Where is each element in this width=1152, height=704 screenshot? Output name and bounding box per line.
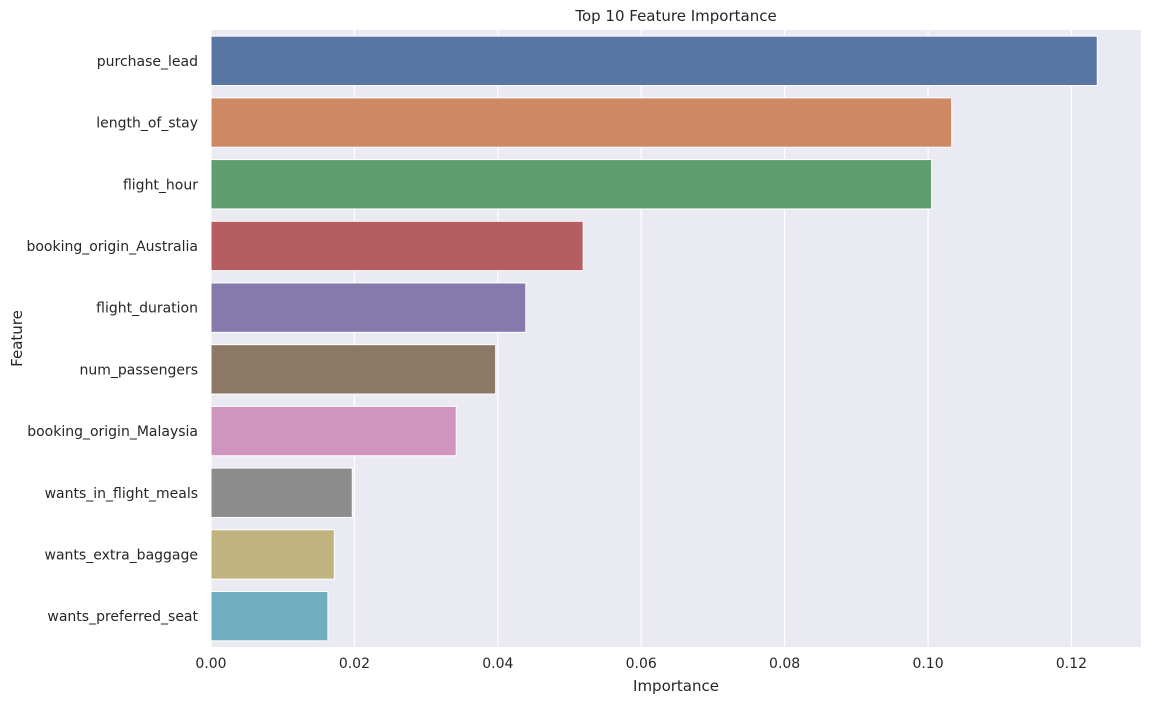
y-tick-label: wants_preferred_seat — [47, 609, 198, 625]
y-tick-label: length_of_stay — [96, 116, 198, 132]
x-tick-labels: 0.00 0.02 0.04 0.06 0.08 0.10 0.12 — [195, 656, 1087, 672]
bar-flight-hour — [210, 159, 933, 210]
bar-wants-preferred-seat — [210, 590, 329, 642]
y-tick-labels: purchase_lead length_of_stay flight_hourbo… — [26, 54, 198, 625]
y-tick-label: flight_duration — [96, 301, 198, 317]
x-tick-label: 0.06 — [626, 656, 657, 672]
bar-booking-origin-malaysia — [210, 405, 457, 457]
bar-wants-extra-baggage — [210, 529, 335, 580]
bar-flight-duration — [210, 282, 527, 333]
x-tick-label: 0.12 — [1056, 656, 1087, 672]
chart-title: Top 10 Feature Importance — [574, 7, 776, 25]
bar-booking-origin-australia — [210, 220, 584, 272]
bars — [210, 35, 1098, 642]
bar-purchase-lead — [210, 35, 1098, 87]
y-tick-label: wants_in_flight_meals — [45, 486, 198, 502]
x-tick-label: 0.00 — [195, 656, 226, 672]
bar-num-passengers — [210, 344, 497, 395]
x-tick-label: 0.02 — [339, 656, 370, 672]
y-axis-title: Feature — [8, 310, 26, 367]
x-axis-title: Importance — [633, 677, 719, 695]
x-tick-label: 0.04 — [482, 656, 513, 672]
x-tick-label: 0.08 — [769, 656, 800, 672]
bar-length-of-stay — [210, 97, 953, 148]
y-tick-label: booking_origin_Malaysia — [27, 424, 198, 440]
y-tick-label: booking_origin_Australia — [26, 239, 198, 255]
y-tick-label: purchase_lead — [97, 54, 198, 70]
x-tick-label: 0.10 — [912, 656, 943, 672]
y-tick-label: wants_extra_baggage — [45, 547, 198, 563]
y-tick-label: flight_hour — [123, 177, 198, 193]
bar-wants-in-flight-meals — [210, 467, 353, 518]
y-tick-label: num_passengers — [80, 362, 198, 378]
